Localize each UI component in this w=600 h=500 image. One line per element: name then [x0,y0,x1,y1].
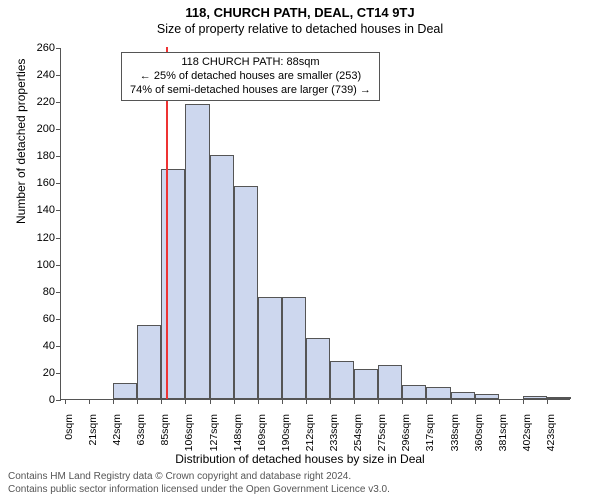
histogram-bar [402,385,426,399]
ytick-mark [56,238,61,239]
footer-attribution: Contains HM Land Registry data © Crown c… [8,471,390,496]
ytick-label: 100 [15,259,55,271]
ytick-label: 20 [15,367,55,379]
ytick-label: 260 [15,42,55,54]
plot-area: 0204060801001201401601802002202402600sqm… [60,48,570,400]
histogram-bar [113,383,137,399]
histogram-bar [258,297,282,399]
xtick-mark [426,399,427,404]
ytick-label: 0 [15,394,55,406]
ytick-label: 60 [15,313,55,325]
histogram-bar [306,338,330,399]
histogram-bar [378,365,402,399]
xtick-mark [354,399,355,404]
ytick-label: 200 [15,123,55,135]
x-axis-label: Distribution of detached houses by size … [0,452,600,466]
annotation-line: 118 CHURCH PATH: 88sqm [130,56,371,70]
xtick-mark [65,399,66,404]
xtick-mark [161,399,162,404]
xtick-mark [523,399,524,404]
histogram-bar [354,369,378,399]
xtick-mark [402,399,403,404]
ytick-label: 140 [15,204,55,216]
ytick-label: 160 [15,177,55,189]
ytick-mark [56,210,61,211]
ytick-label: 220 [15,96,55,108]
histogram-chart: 0204060801001201401601802002202402600sqm… [60,48,570,400]
ytick-mark [56,48,61,49]
histogram-bar [426,387,450,399]
annotation-box: 118 CHURCH PATH: 88sqm← 25% of detached … [121,52,380,101]
ytick-mark [56,400,61,401]
histogram-bar [210,155,234,399]
histogram-bar [547,397,571,399]
xtick-mark [113,399,114,404]
ytick-mark [56,292,61,293]
ytick-label: 40 [15,340,55,352]
xtick-mark [306,399,307,404]
xtick-mark [234,399,235,404]
histogram-bar [523,396,547,399]
xtick-mark [258,399,259,404]
xtick-mark [451,399,452,404]
ytick-label: 80 [15,286,55,298]
annotation-line: 74% of semi-detached houses are larger (… [130,84,371,98]
ytick-mark [56,129,61,130]
xtick-mark [210,399,211,404]
xtick-mark [89,399,90,404]
ytick-mark [56,156,61,157]
histogram-bar [475,394,499,399]
footer-line-1: Contains HM Land Registry data © Crown c… [8,471,390,484]
page-subtitle: Size of property relative to detached ho… [0,20,600,36]
annotation-line: ← 25% of detached houses are smaller (25… [130,70,371,84]
ytick-label: 240 [15,69,55,81]
ytick-mark [56,346,61,347]
xtick-mark [378,399,379,404]
ytick-label: 180 [15,150,55,162]
histogram-bar [451,392,475,399]
histogram-bar [282,297,306,399]
histogram-bar [137,325,161,399]
histogram-bar [234,186,258,399]
ytick-mark [56,265,61,266]
xtick-mark [499,399,500,404]
ytick-label: 120 [15,232,55,244]
xtick-mark [475,399,476,404]
y-axis-label: Number of detached properties [14,59,28,224]
xtick-mark [330,399,331,404]
xtick-mark [137,399,138,404]
xtick-mark [282,399,283,404]
xtick-mark [185,399,186,404]
xtick-mark [547,399,548,404]
ytick-mark [56,319,61,320]
histogram-bar [185,104,209,399]
ytick-mark [56,373,61,374]
ytick-mark [56,102,61,103]
histogram-bar [330,361,354,399]
footer-line-2: Contains public sector information licen… [8,484,390,497]
page-title: 118, CHURCH PATH, DEAL, CT14 9TJ [0,0,600,20]
ytick-mark [56,183,61,184]
ytick-mark [56,75,61,76]
